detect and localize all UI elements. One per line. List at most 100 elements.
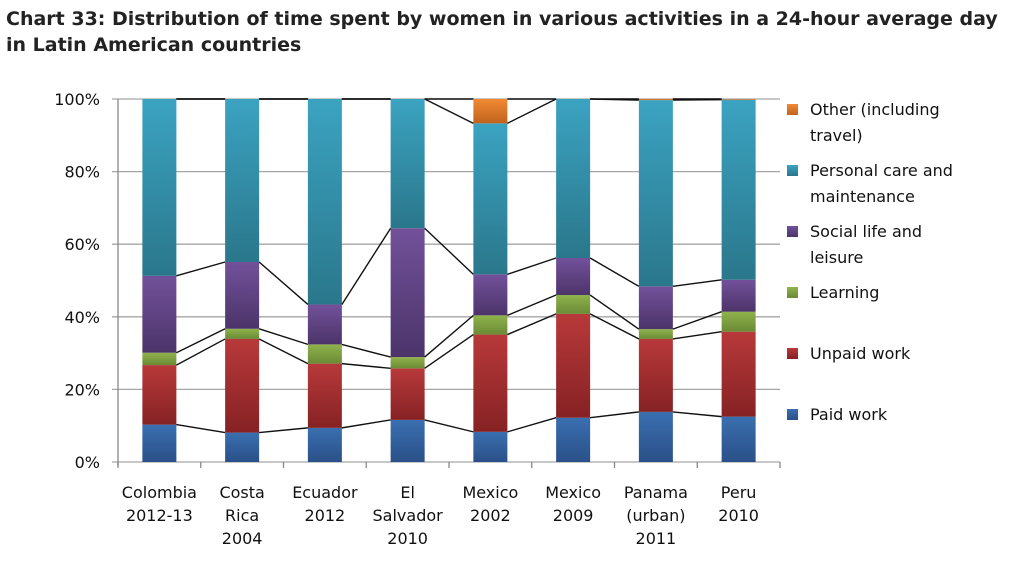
x-category-label: El [400,483,415,502]
series-connector-line [590,411,639,419]
bar-social-life-and-leisure-6 [638,286,673,330]
legend-swatch [787,104,798,115]
bar-unpaid-work-5 [556,313,591,418]
legend-swatch [787,165,798,176]
series-connector-line [672,279,722,288]
y-tick-label: 0% [75,453,100,472]
series-connector-line [341,362,391,370]
bar-paid-work-3 [390,419,425,462]
bar-unpaid-work-7 [721,331,756,417]
bar-unpaid-work-3 [390,368,425,420]
x-category-label: Colombia [122,483,197,502]
series-connector-line [507,257,557,275]
series-connector-line [589,257,640,287]
series-connector-line [507,313,557,336]
bar-paid-work-6 [638,411,673,462]
series-connector-line [259,427,308,434]
bar-other-including-travel--6 [638,99,673,101]
x-category-label: Peru [721,483,757,502]
series-connector-line [176,338,226,366]
series-connector-line [589,313,640,340]
bar-unpaid-work-0 [142,365,177,425]
series-connector-line [424,419,474,433]
series-connector-line [424,314,474,358]
legend-label: travel) [810,126,863,145]
bar-learning-6 [638,329,673,339]
x-category-label: 2002 [470,506,511,525]
series-connector-line [424,227,474,275]
series-connector-line [507,417,557,433]
x-category-label: 2012 [305,506,346,525]
bar-unpaid-work-6 [638,338,673,412]
chart-title: Chart 33: Distribution of time spent by … [6,8,998,56]
bar-social-life-and-leisure-0 [142,275,177,353]
series-connector-line [424,98,474,124]
legend-label: Social life and [810,222,922,241]
legend-label: Personal care and [810,161,953,180]
bar-paid-work-4 [473,431,508,462]
bar-social-life-and-leisure-5 [556,257,591,296]
bar-social-life-and-leisure-2 [307,304,342,345]
bar-personal-care-and-maintenance-2 [307,99,342,305]
legend-swatch [787,348,798,359]
bar-personal-care-and-maintenance-6 [638,100,673,287]
bar-social-life-and-leisure-4 [473,274,508,316]
x-category-label: 2004 [222,529,263,548]
legend-label: Unpaid work [810,344,911,363]
y-tick-label: 20% [64,380,100,399]
bar-learning-2 [307,344,342,364]
legend-label: Other (including [810,100,940,119]
bar-paid-work-7 [721,416,756,462]
series-connector-line [507,294,557,316]
series-connector-line [341,419,391,429]
bar-learning-3 [390,357,425,369]
x-category-label: Rica [225,506,259,525]
bar-social-life-and-leisure-7 [721,279,756,312]
series-connector-line [176,328,226,354]
x-category-label: 2010 [387,529,428,548]
legend-label: leisure [810,248,863,267]
legend-label: Paid work [810,405,888,424]
bar-learning-4 [473,315,508,335]
bar-learning-7 [721,311,756,332]
x-category-label: Mexico [462,483,518,502]
bar-social-life-and-leisure-1 [225,261,260,329]
series-connector-line [672,311,722,330]
x-category-label: Mexico [545,483,601,502]
series-connector-line [672,411,722,418]
x-category-label: 2012-13 [126,506,193,525]
series-connector-line [672,330,722,340]
legend-swatch [787,287,798,298]
x-category-label: 2009 [553,506,594,525]
bar-unpaid-work-4 [473,334,508,432]
series-connector-line [507,98,557,124]
bar-personal-care-and-maintenance-5 [556,99,591,258]
series-connector-line [176,261,226,277]
x-category-label: Panama [624,483,688,502]
x-category-label: Costa [219,483,264,502]
series-connector-line [258,328,309,346]
y-tick-label: 60% [64,235,100,254]
bar-paid-work-0 [142,424,177,462]
series-connector-line [589,294,640,330]
bar-other-including-travel--7 [721,99,756,100]
series-connector-line [176,423,226,434]
bar-learning-5 [556,295,591,314]
bar-paid-work-5 [556,417,591,462]
y-tick-label: 100% [54,90,100,109]
legend-swatch [787,226,798,237]
bar-social-life-and-leisure-3 [390,228,425,358]
legend-swatch [787,409,798,420]
x-category-label: Salvador [373,506,444,525]
bar-learning-1 [225,328,260,339]
bar-other-including-travel--4 [473,99,508,124]
bar-personal-care-and-maintenance-1 [225,99,260,262]
bar-personal-care-and-maintenance-4 [473,123,508,275]
x-category-label: 2010 [718,506,759,525]
x-category-label: (urban) [626,506,685,525]
y-tick-label: 40% [64,308,100,327]
legend-label: maintenance [810,187,915,206]
x-category-label: Ecuador [292,483,358,502]
legend-label: Learning [810,283,879,302]
